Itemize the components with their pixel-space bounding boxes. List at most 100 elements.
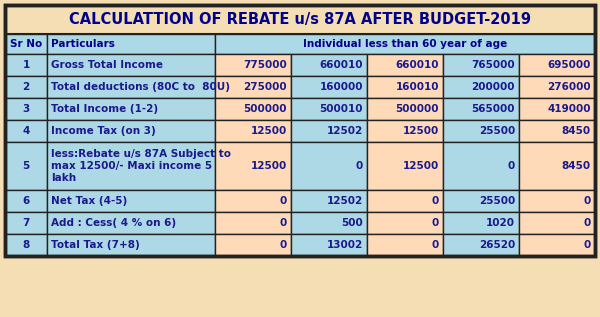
Text: Gross Total Income: Gross Total Income — [52, 60, 163, 70]
Bar — [291, 54, 367, 76]
Bar — [5, 98, 47, 120]
Text: Sr No: Sr No — [10, 39, 43, 49]
Text: 0: 0 — [280, 218, 287, 228]
Bar — [367, 54, 443, 76]
Bar — [215, 142, 291, 190]
Text: 25500: 25500 — [479, 126, 515, 136]
Bar — [291, 212, 367, 234]
Bar — [367, 98, 443, 120]
Text: 0: 0 — [584, 218, 591, 228]
Text: 765000: 765000 — [472, 60, 515, 70]
Text: 8450: 8450 — [562, 161, 591, 171]
Text: 12500: 12500 — [251, 161, 287, 171]
Bar — [291, 76, 367, 98]
Text: 12502: 12502 — [327, 126, 363, 136]
Bar — [367, 76, 443, 98]
Text: 0: 0 — [432, 240, 439, 250]
Bar — [5, 5, 595, 256]
Text: 565000: 565000 — [472, 104, 515, 114]
Bar — [5, 142, 47, 190]
Text: 0: 0 — [432, 218, 439, 228]
Bar — [47, 190, 215, 212]
Bar — [519, 120, 595, 142]
Bar — [47, 234, 215, 256]
Bar — [47, 34, 215, 54]
Text: 5: 5 — [23, 161, 30, 171]
Text: 6: 6 — [23, 196, 30, 206]
Text: Particulars: Particulars — [52, 39, 115, 49]
Bar — [5, 54, 47, 76]
Bar — [367, 120, 443, 142]
Text: 12500: 12500 — [403, 161, 439, 171]
Bar — [215, 54, 291, 76]
Bar — [5, 34, 47, 54]
Bar — [367, 234, 443, 256]
Text: 0: 0 — [280, 240, 287, 250]
Text: 500010: 500010 — [320, 104, 363, 114]
Text: Individual less than 60 year of age: Individual less than 60 year of age — [303, 39, 507, 49]
Text: 660010: 660010 — [395, 60, 439, 70]
Bar — [5, 120, 47, 142]
Bar — [443, 234, 519, 256]
Text: 12500: 12500 — [403, 126, 439, 136]
Text: 775000: 775000 — [244, 60, 287, 70]
Bar — [291, 98, 367, 120]
Text: Total deductions (80C to  80U): Total deductions (80C to 80U) — [52, 82, 230, 92]
Bar — [291, 142, 367, 190]
Bar — [443, 76, 519, 98]
Bar — [5, 212, 47, 234]
Bar — [215, 98, 291, 120]
Text: 26520: 26520 — [479, 240, 515, 250]
Bar — [5, 190, 47, 212]
Text: Income Tax (on 3): Income Tax (on 3) — [52, 126, 156, 136]
Text: 0: 0 — [508, 161, 515, 171]
Text: 3: 3 — [23, 104, 30, 114]
Text: 4: 4 — [23, 126, 30, 136]
Text: 500000: 500000 — [244, 104, 287, 114]
Bar — [215, 234, 291, 256]
Text: 25500: 25500 — [479, 196, 515, 206]
Text: 500000: 500000 — [395, 104, 439, 114]
Bar — [367, 212, 443, 234]
Text: Net Tax (4-5): Net Tax (4-5) — [52, 196, 128, 206]
Bar — [47, 120, 215, 142]
Text: 695000: 695000 — [548, 60, 591, 70]
Text: 660010: 660010 — [320, 60, 363, 70]
Bar — [519, 234, 595, 256]
Bar — [519, 54, 595, 76]
Text: 12502: 12502 — [327, 196, 363, 206]
Text: 500: 500 — [341, 218, 363, 228]
Bar — [443, 190, 519, 212]
Text: 2: 2 — [23, 82, 30, 92]
Bar — [443, 212, 519, 234]
Bar — [443, 54, 519, 76]
Text: Total Tax (7+8): Total Tax (7+8) — [52, 240, 140, 250]
Text: 275000: 275000 — [244, 82, 287, 92]
Bar — [519, 142, 595, 190]
Bar — [5, 5, 595, 256]
Bar — [291, 234, 367, 256]
Bar — [5, 5, 595, 34]
Bar — [519, 98, 595, 120]
Text: 1020: 1020 — [486, 218, 515, 228]
Bar — [215, 76, 291, 98]
Bar — [47, 212, 215, 234]
Text: 160010: 160010 — [395, 82, 439, 92]
Bar — [215, 34, 595, 54]
Bar — [215, 190, 291, 212]
Bar — [519, 212, 595, 234]
Text: 200000: 200000 — [472, 82, 515, 92]
Text: CALCULATTION OF REBATE u/s 87A AFTER BUDGET-2019: CALCULATTION OF REBATE u/s 87A AFTER BUD… — [69, 12, 531, 27]
Bar — [47, 142, 215, 190]
Text: 0: 0 — [584, 240, 591, 250]
Bar — [291, 120, 367, 142]
Text: 0: 0 — [356, 161, 363, 171]
Text: 8450: 8450 — [562, 126, 591, 136]
Bar — [367, 190, 443, 212]
Text: 419000: 419000 — [548, 104, 591, 114]
Bar — [519, 76, 595, 98]
Text: 8: 8 — [23, 240, 30, 250]
Bar — [47, 54, 215, 76]
Text: 0: 0 — [584, 196, 591, 206]
Text: 12500: 12500 — [251, 126, 287, 136]
